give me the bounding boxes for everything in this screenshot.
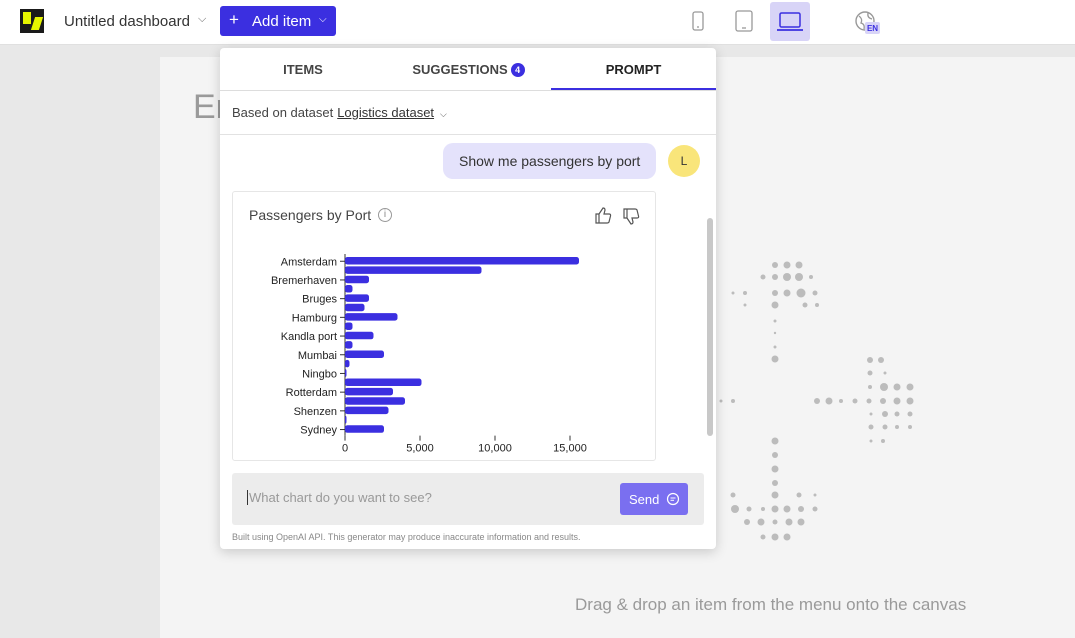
language-badge: EN (867, 24, 878, 33)
y-tick-label: Sydney (300, 425, 337, 437)
chart-bar (345, 378, 422, 387)
chart-bar (345, 359, 350, 368)
x-tick-label: 0 (342, 443, 348, 455)
panel-tabs: ITEMS SUGGESTIONS 4 PROMPT (220, 48, 716, 91)
y-tick-label: Kandla port (281, 331, 337, 343)
y-tick-label: Ningbo (302, 368, 337, 380)
thumbs-up-icon[interactable] (593, 206, 613, 226)
dataset-prefix: Based on dataset (232, 105, 334, 120)
plus-icon: + (229, 10, 239, 29)
chart-bar (345, 406, 389, 415)
y-tick-label: Bruges (302, 294, 337, 306)
chart-bar (345, 397, 405, 405)
chart-bar (345, 257, 579, 265)
chevron-down-icon[interactable]: ⌵ (198, 13, 207, 25)
y-tick-label: Bremerhaven (271, 275, 337, 287)
chart-bar (345, 415, 347, 424)
prompt-box: Send (232, 473, 704, 525)
send-button[interactable]: Send (620, 483, 688, 515)
tab-suggestions[interactable]: SUGGESTIONS 4 (386, 48, 551, 91)
chart-bar (345, 387, 393, 396)
chart-bar (345, 285, 353, 293)
tab-prompt[interactable]: PROMPT (605, 62, 662, 77)
chart-title: Passengers by Port (249, 207, 372, 223)
top-bar: Untitled dashboard ⌵ + Add item ⌵ EN (0, 0, 1075, 45)
add-item-button[interactable]: + Add item ⌵ (220, 6, 336, 36)
drag-drop-illustration (719, 261, 914, 541)
desktop-view-button[interactable] (770, 2, 810, 41)
dashboard-title[interactable]: Untitled dashboard (64, 13, 190, 30)
x-tick-label: 10,000 (478, 443, 512, 455)
app-logo[interactable] (20, 9, 44, 33)
globe-icon: EN (855, 11, 880, 34)
chart-bar (345, 425, 384, 433)
y-tick-label: Mumbai (298, 350, 337, 362)
chevron-down-icon[interactable]: ⌵ (440, 109, 447, 119)
tablet-view-button[interactable] (724, 2, 764, 41)
prompt-input[interactable] (247, 490, 607, 505)
chart-card[interactable]: Passengers by Port i Amsterdam Bremerhave… (232, 191, 656, 461)
x-tick-label: 15,000 (553, 443, 587, 455)
divider (220, 134, 716, 135)
info-icon[interactable]: i (378, 208, 392, 222)
drop-hint: Drag & drop an item from the menu onto t… (575, 595, 967, 614)
disclaimer: Built using OpenAI API. This generator m… (232, 532, 581, 542)
add-item-panel: ITEMS SUGGESTIONS 4 PROMPT Based on datas… (220, 48, 716, 549)
chat-bubble-icon (666, 492, 680, 506)
phone-icon (692, 11, 704, 31)
dataset-selector: Based on dataset Logistics dataset ⌵ (232, 105, 447, 120)
x-tick-label: 5,000 (406, 443, 434, 455)
bar-chart: Amsterdam Bremerhaven Bruges Hamburg Kandla … (271, 254, 587, 455)
chart-bar (345, 266, 482, 274)
chevron-down-icon: ⌵ (319, 14, 327, 25)
active-tab-indicator (551, 88, 716, 90)
tab-items[interactable]: ITEMS (283, 62, 323, 77)
user-message: Show me passengers by port (443, 143, 656, 179)
chart-bar (345, 322, 353, 330)
chart-bar (345, 350, 384, 358)
chart-bar (345, 303, 365, 312)
thumbs-down-icon[interactable] (621, 206, 641, 226)
avatar: L (668, 145, 700, 177)
add-item-label: Add item (252, 13, 312, 30)
y-tick-label: Amsterdam (281, 256, 337, 268)
mobile-view-button[interactable] (678, 2, 718, 41)
y-tick-label: Rotterdam (286, 387, 337, 399)
chart-bar (345, 294, 369, 302)
language-selector[interactable]: EN (854, 10, 882, 36)
chart-bar (345, 313, 398, 321)
chart-bar (345, 331, 374, 340)
chart-bar (345, 275, 369, 284)
send-label: Send (629, 492, 660, 507)
y-tick-label: Shenzen (294, 406, 337, 418)
chart-bar (345, 341, 353, 349)
chat-scrollbar[interactable] (707, 218, 713, 436)
dataset-link[interactable]: Logistics dataset (337, 105, 435, 120)
laptop-icon (777, 12, 803, 31)
chart-bar (345, 369, 347, 377)
suggestions-count-badge: 4 (510, 63, 525, 77)
y-tick-label: Hamburg (292, 312, 337, 324)
tablet-icon (735, 10, 753, 32)
